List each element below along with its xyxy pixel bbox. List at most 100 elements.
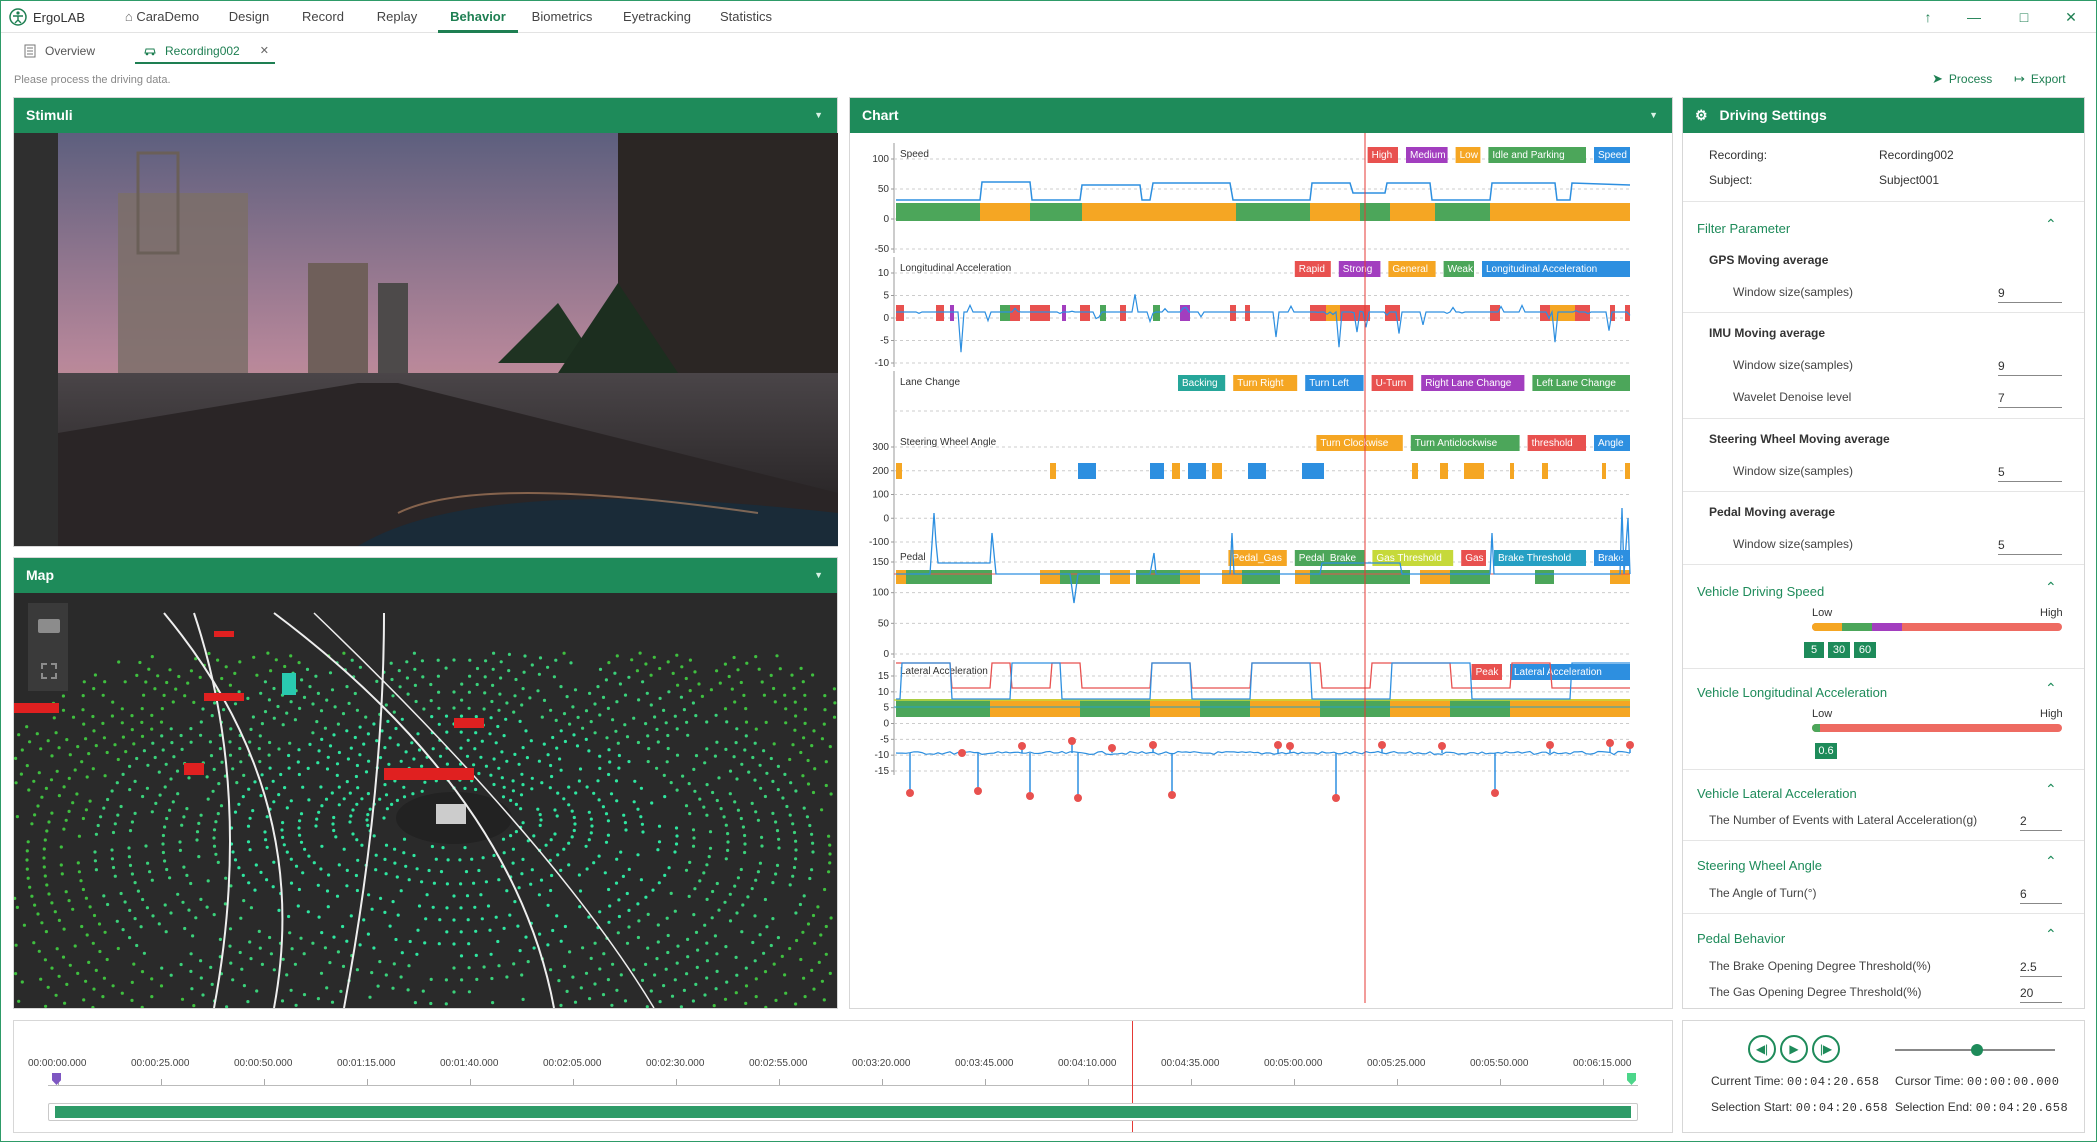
lidar-point bbox=[636, 807, 640, 811]
tab-close-icon[interactable]: ✕ bbox=[259, 45, 269, 57]
lidar-point bbox=[384, 973, 388, 977]
stimuli-header[interactable]: Stimuli ▼ bbox=[14, 98, 837, 133]
export-button[interactable]: ↦ Export bbox=[2014, 71, 2066, 86]
lidar-point bbox=[319, 785, 323, 789]
volume-knob[interactable] bbox=[1971, 1044, 1983, 1056]
lidar-point bbox=[554, 718, 558, 722]
menu-behavior[interactable]: Behavior bbox=[438, 1, 518, 33]
camera-icon[interactable] bbox=[38, 619, 60, 633]
lidar-point bbox=[735, 727, 739, 731]
lidar-point bbox=[739, 816, 743, 821]
lidar-point bbox=[379, 756, 383, 760]
menu-cara-demo[interactable]: ⌂ CaraDemo bbox=[124, 9, 200, 24]
play-button[interactable]: ▶ bbox=[1780, 1035, 1808, 1063]
minimize-button[interactable]: — bbox=[1967, 9, 1981, 25]
lidar-point bbox=[452, 894, 456, 898]
steering-angle-input[interactable]: 6 bbox=[2020, 887, 2062, 904]
fast-forward-button[interactable]: |▶ bbox=[1812, 1035, 1840, 1063]
imu-wavelet-input[interactable]: 7 bbox=[1998, 391, 2062, 408]
maximize-button[interactable]: □ bbox=[2019, 9, 2029, 25]
lateral-count-input[interactable]: 2 bbox=[2020, 814, 2062, 831]
lidar-point bbox=[473, 747, 477, 751]
y-tick-label: 0 bbox=[883, 313, 889, 324]
lidar-point bbox=[402, 851, 406, 855]
longitudinal-range-slider[interactable] bbox=[1812, 724, 2062, 732]
menu-record[interactable]: Record bbox=[302, 9, 344, 24]
lidar-point bbox=[27, 788, 31, 792]
lidar-point bbox=[252, 655, 256, 659]
menu-design[interactable]: Design bbox=[228, 9, 270, 24]
lidar-point bbox=[197, 855, 201, 859]
process-button[interactable]: ➤ Process bbox=[1932, 71, 1993, 86]
lidar-point bbox=[715, 952, 719, 956]
collapse-caret-icon[interactable]: ▼ bbox=[814, 110, 823, 120]
tab-recording002[interactable]: Recording002 ✕ bbox=[135, 38, 275, 64]
chevron-up-icon[interactable]: ⌃ bbox=[2045, 216, 2057, 232]
imu-window-input[interactable]: 9 bbox=[1998, 359, 2062, 376]
lidar-point bbox=[30, 894, 34, 898]
lidar-point bbox=[584, 971, 589, 975]
chart-header[interactable]: Chart ▼ bbox=[850, 98, 1672, 133]
lidar-point bbox=[762, 693, 767, 697]
lidar-point bbox=[578, 905, 582, 909]
event-block bbox=[1320, 699, 1390, 717]
lidar-point bbox=[641, 830, 645, 834]
chevron-up-icon[interactable]: ⌃ bbox=[2045, 781, 2057, 797]
lidar-point bbox=[482, 707, 486, 711]
gps-window-input[interactable]: 9 bbox=[1998, 286, 2062, 303]
chevron-up-icon[interactable]: ⌃ bbox=[2045, 926, 2057, 942]
lidar-point bbox=[144, 680, 148, 684]
y-tick-label: 100 bbox=[872, 154, 889, 165]
lidar-point bbox=[747, 770, 751, 774]
lidar-point bbox=[140, 734, 145, 738]
lidar-point bbox=[297, 661, 301, 665]
event-block bbox=[1242, 570, 1280, 584]
legend-label: Idle and Parking bbox=[1492, 150, 1564, 161]
menu-eyetracking[interactable]: Eyetracking bbox=[623, 9, 691, 24]
steer-window-input[interactable]: 5 bbox=[1998, 465, 2062, 482]
collapse-caret-icon[interactable]: ▼ bbox=[814, 570, 823, 580]
close-button[interactable]: ✕ bbox=[2065, 9, 2077, 25]
collapse-caret-icon[interactable]: ▼ bbox=[1649, 110, 1658, 120]
menu-statistics[interactable]: Statistics bbox=[719, 9, 772, 24]
lidar-point bbox=[658, 666, 662, 671]
map-header[interactable]: Map ▼ bbox=[14, 558, 837, 593]
tab-overview[interactable]: Overview bbox=[15, 38, 127, 64]
chevron-up-icon[interactable]: ⌃ bbox=[2045, 680, 2057, 696]
lidar-point bbox=[549, 888, 553, 893]
lidar-map-view[interactable] bbox=[14, 593, 837, 1008]
volume-slider[interactable] bbox=[1895, 1044, 2055, 1056]
event-block bbox=[1610, 305, 1615, 321]
lidar-point bbox=[358, 725, 362, 729]
legend-swatch bbox=[1455, 147, 1481, 163]
lidar-point bbox=[317, 915, 321, 919]
lidar-point bbox=[437, 706, 441, 710]
selection-start-marker[interactable] bbox=[52, 1073, 61, 1085]
fit-view-icon[interactable] bbox=[41, 663, 57, 679]
timeline-track[interactable] bbox=[48, 1103, 1638, 1121]
lidar-point bbox=[665, 760, 669, 764]
lidar-point bbox=[162, 693, 166, 697]
rewind-button[interactable]: ◀| bbox=[1748, 1035, 1776, 1063]
lidar-point bbox=[624, 828, 628, 832]
menu-biometrics[interactable]: Biometrics bbox=[531, 9, 593, 24]
timeline-ruler[interactable] bbox=[48, 1085, 1638, 1086]
upload-icon[interactable]: ↑ bbox=[1924, 9, 1932, 25]
selection-end-marker[interactable] bbox=[1627, 1073, 1636, 1085]
lidar-point bbox=[555, 914, 559, 918]
brake-threshold-input[interactable]: 2.5 bbox=[2020, 960, 2062, 977]
pedal-window-input[interactable]: 5 bbox=[1998, 538, 2062, 555]
speed-range-slider[interactable] bbox=[1812, 623, 2062, 631]
lidar-point bbox=[194, 916, 198, 920]
chevron-up-icon[interactable]: ⌃ bbox=[2045, 579, 2057, 595]
lidar-point bbox=[84, 737, 88, 741]
playhead-line[interactable] bbox=[1132, 1021, 1133, 1132]
menu-replay[interactable]: Replay bbox=[376, 9, 418, 24]
lidar-point bbox=[298, 833, 302, 837]
lidar-point bbox=[195, 830, 200, 834]
chevron-up-icon[interactable]: ⌃ bbox=[2045, 853, 2057, 869]
gas-threshold-input[interactable]: 20 bbox=[2020, 986, 2062, 1003]
lidar-point bbox=[434, 779, 438, 783]
lidar-point bbox=[199, 813, 203, 817]
